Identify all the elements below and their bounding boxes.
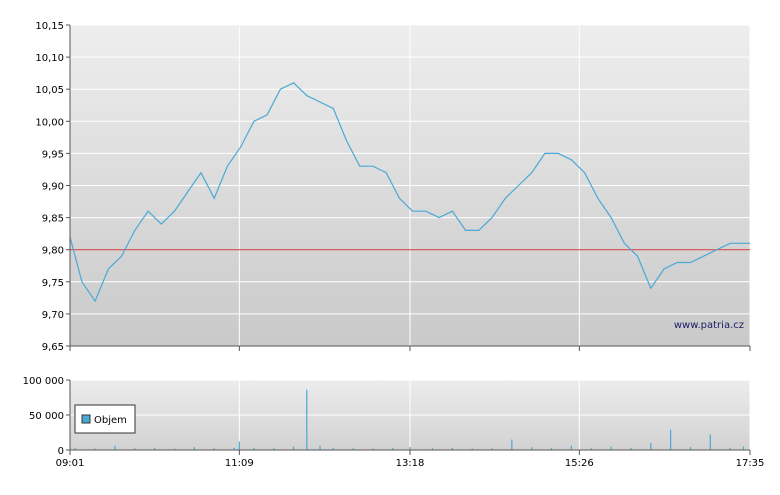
volume-bar	[253, 447, 255, 450]
volume-bar	[709, 434, 711, 450]
price-y-tick-label: 9,75	[42, 278, 64, 289]
volume-bar	[114, 445, 116, 450]
volume-bar	[154, 447, 156, 450]
price-y-tick-label: 9,90	[42, 182, 64, 193]
volume-bar	[319, 445, 321, 450]
volume-bar	[173, 448, 176, 450]
volume-bar	[94, 448, 96, 450]
price-panel: 10,15 10,10 10,05 10,00 9,95 9,90 9,85 9,80 9,75…	[35, 21, 751, 353]
volume-bar	[431, 448, 434, 450]
volume-bar	[306, 389, 308, 450]
x-tick-label: 17:35	[736, 458, 765, 469]
price-y-tick-label: 9,80	[42, 246, 64, 257]
volume-bar	[213, 448, 215, 450]
volume-bar	[550, 447, 553, 450]
price-y-tick-label: 9,65	[42, 342, 64, 353]
volume-bar	[471, 448, 473, 450]
price-y-tick-label: 10,00	[35, 117, 64, 128]
volume-bar	[74, 447, 76, 450]
volume-bar	[531, 447, 533, 450]
legend-swatch	[81, 414, 91, 424]
volume-bar	[193, 447, 195, 450]
volume-bar	[729, 447, 731, 450]
price-y-tick-label: 9,70	[42, 310, 64, 321]
x-tick-label: 13:18	[396, 458, 425, 469]
legend-label: Objem	[94, 415, 127, 426]
volume-bar	[630, 447, 632, 450]
watermark: www.patria.cz	[674, 320, 744, 331]
volume-bar	[233, 447, 235, 450]
volume-legend: Objem	[74, 404, 136, 434]
volume-bar	[590, 448, 592, 450]
price-y-tick-label: 9,95	[42, 149, 64, 160]
volume-bars	[74, 389, 744, 450]
volume-bar	[238, 441, 240, 450]
price-y-axis: 10,15 10,10 10,05 10,00 9,95 9,90 9,85 9,80 9,75…	[35, 21, 70, 353]
volume-y-axis: 100 000 50 000 0	[23, 376, 70, 457]
volume-bar	[292, 446, 295, 450]
volume-bar	[372, 448, 374, 450]
x-axis-ticks: 09:01 11:09 13:18 15:26 17:35	[56, 346, 765, 469]
volume-y-tick-label: 50 000	[29, 411, 64, 422]
x-tick-label: 09:01	[56, 458, 85, 469]
x-tick-label: 15:26	[565, 458, 594, 469]
volume-bar	[273, 448, 275, 450]
volume-bar	[689, 447, 692, 450]
x-tick-label: 11:09	[225, 458, 254, 469]
volume-bar	[451, 447, 453, 450]
volume-y-tick-label: 0	[58, 446, 64, 457]
volume-bar	[742, 446, 744, 450]
volume-bar	[610, 446, 612, 450]
volume-bar	[670, 429, 672, 450]
volume-bar	[352, 448, 354, 450]
volume-bar	[650, 443, 652, 450]
price-y-tick-label: 10,15	[35, 21, 64, 32]
volume-bar	[332, 447, 334, 450]
volume-y-tick-label: 100 000	[23, 376, 64, 387]
price-y-tick-label: 10,05	[35, 85, 64, 96]
volume-bar	[491, 448, 493, 450]
price-y-tick-label: 10,10	[35, 53, 64, 64]
volume-bar	[570, 445, 573, 450]
price-y-tick-label: 9,85	[42, 214, 64, 225]
volume-panel: 100 000 50 000 0 Objem	[23, 376, 751, 457]
volume-bar	[134, 448, 136, 450]
volume-bar	[409, 447, 411, 450]
price-series-line	[69, 82, 750, 303]
volume-bar	[511, 439, 513, 450]
volume-bar	[392, 447, 394, 450]
